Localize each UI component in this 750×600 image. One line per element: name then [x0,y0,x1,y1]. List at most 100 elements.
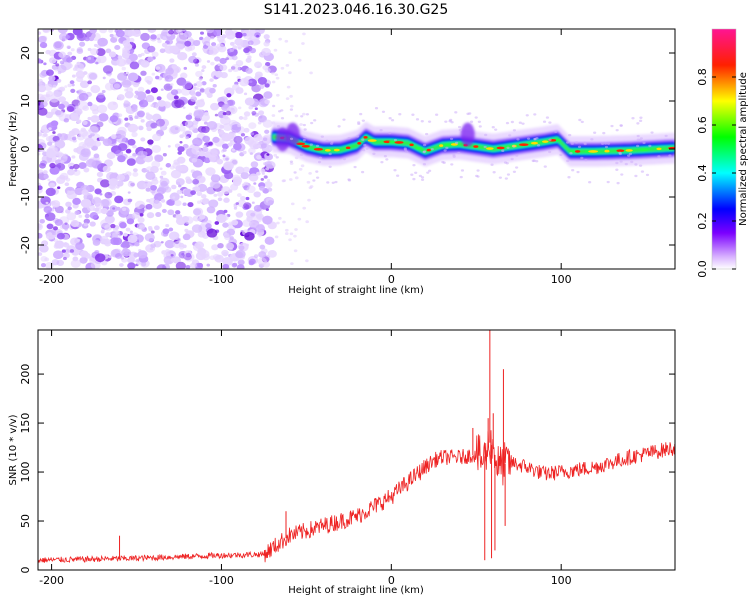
noise-speckle [147,56,154,62]
noise-speckle [160,241,164,244]
noise-speckle [210,35,215,40]
noise-speckle [293,234,297,238]
signal-speckle [303,128,307,131]
noise-speckle [231,148,236,152]
snr-line-layer [38,330,675,564]
noise-speckle [172,241,182,249]
noise-speckle [263,91,273,99]
noise-speckle [124,117,129,121]
noise-speckle [80,250,89,258]
noise-speckle [71,83,75,87]
noise-speckle [188,55,198,64]
colorbar-tick-label: 0.0 [696,260,709,278]
noise-speckle [225,57,229,61]
noise-speckle [232,45,238,50]
noise-speckle [178,125,186,132]
noise-speckle [145,203,153,210]
noise-speckle [121,248,132,257]
noise-speckle [227,99,236,107]
snr-series-line [38,430,675,564]
noise-speckle [90,261,101,269]
noise-speckle [155,75,160,80]
noise-speckle [206,228,218,238]
noise-speckle [224,171,234,180]
noise-speckle [232,257,237,261]
noise-speckle [209,87,216,94]
noise-speckle [121,79,132,88]
noise-speckle [67,169,75,176]
signal-speckle [426,171,430,174]
signal-speckle [427,120,432,123]
signal-speckle [289,108,294,111]
signal-hotspot [625,149,633,152]
spectrogram-y-tick-label: 0 [19,146,32,153]
noise-speckle [223,87,235,97]
noise-speckle [108,29,114,33]
signal-speckle [361,138,365,141]
signal-speckle [474,116,478,119]
noise-speckle [127,198,133,203]
noise-speckle [280,66,285,70]
noise-speckle [185,178,193,184]
noise-speckle [45,69,54,77]
noise-speckle [75,108,83,115]
noise-speckle [182,106,186,109]
signal-speckle [441,160,445,164]
noise-speckle [42,170,48,175]
signal-hotspot [426,148,431,152]
noise-speckle [143,183,150,189]
noise-speckle [184,120,194,128]
signal-speckle [390,119,395,122]
noise-speckle [185,136,189,140]
noise-speckle [199,36,204,41]
noise-speckle [49,93,60,103]
noise-speckle [258,110,265,116]
noise-speckle [122,207,127,212]
noise-speckle [175,165,184,172]
spectrogram-y-tick-label: 10 [19,94,32,108]
noise-speckle [222,256,233,266]
noise-speckle [137,86,145,93]
signal-speckle [302,123,306,127]
noise-speckle [222,154,226,158]
noise-speckle [87,101,93,107]
noise-speckle [133,252,140,258]
noise-speckle [190,190,196,196]
noise-speckle [242,183,246,186]
noise-speckle [183,66,188,70]
noise-speckle [121,66,126,71]
noise-speckle [194,106,199,110]
signal-speckle [305,113,310,116]
noise-speckle [170,253,174,257]
signal-speckle [569,152,573,155]
noise-speckle [104,191,113,199]
noise-speckle [184,216,194,225]
noise-speckle [194,63,199,67]
signal-speckle [636,144,640,148]
signal-speckle [365,147,369,150]
noise-speckle [38,185,43,191]
noise-speckle [108,255,113,259]
noise-speckle [237,46,242,50]
noise-speckle [212,136,220,143]
noise-speckle [58,32,69,41]
noise-speckle [124,99,129,104]
noise-speckle [257,144,262,148]
noise-speckle [134,115,139,119]
signal-speckle [620,173,624,176]
noise-speckle [151,160,161,169]
signal-speckle [410,173,414,176]
noise-speckle [236,75,241,80]
noise-speckle [270,71,275,75]
signal-speckle [334,180,338,184]
signal-hotspot [333,148,340,152]
signal-speckle [640,170,645,173]
noise-speckle [244,231,255,241]
noise-speckle [262,261,271,268]
signal-speckle [580,120,584,124]
signal-speckle [359,112,363,116]
signal-speckle [559,153,563,157]
noise-speckle [185,264,191,269]
signal-speckle [315,170,319,173]
noise-speckle [89,104,99,112]
